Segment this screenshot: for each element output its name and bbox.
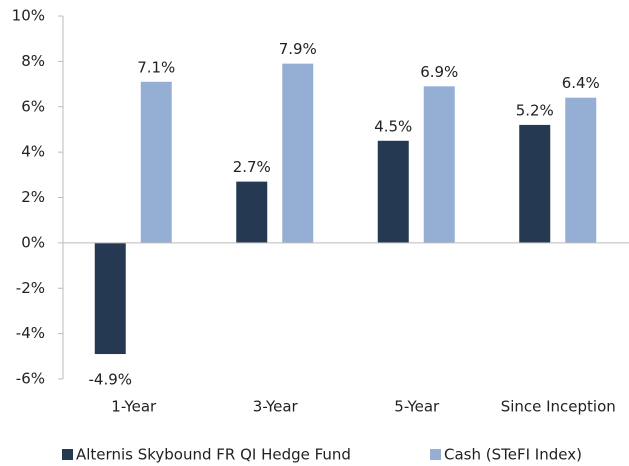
value-label: 4.5% bbox=[374, 117, 412, 135]
value-label: 6.9% bbox=[420, 63, 458, 81]
value-label: 5.2% bbox=[516, 101, 554, 119]
y-tick-label: 10% bbox=[12, 7, 45, 25]
legend-label: Cash (STeFI Index) bbox=[444, 446, 582, 464]
x-tick-label: 1-Year bbox=[111, 398, 157, 416]
bar bbox=[94, 242, 126, 355]
y-tick-label: 0% bbox=[21, 233, 45, 251]
bar bbox=[236, 181, 268, 243]
y-tick-label: 8% bbox=[21, 52, 45, 70]
legend-swatch bbox=[62, 449, 73, 460]
value-label: 7.1% bbox=[137, 58, 175, 76]
bar bbox=[377, 140, 409, 243]
bar bbox=[282, 63, 314, 243]
y-tick-label: 6% bbox=[21, 97, 45, 115]
y-tick-label: -6% bbox=[16, 370, 45, 388]
value-label: 2.7% bbox=[233, 158, 271, 176]
y-tick-label: 2% bbox=[21, 188, 45, 206]
y-tick-label: -2% bbox=[16, 279, 45, 297]
value-label: 6.4% bbox=[562, 74, 600, 92]
bar bbox=[519, 124, 551, 243]
y-tick-label: -4% bbox=[16, 324, 45, 342]
bar bbox=[423, 86, 455, 243]
y-tick-label: 4% bbox=[21, 143, 45, 161]
bar bbox=[140, 81, 172, 243]
x-tick-label: 3-Year bbox=[253, 398, 299, 416]
x-tick-label: Since Inception bbox=[501, 398, 616, 416]
x-tick-label: 5-Year bbox=[394, 398, 440, 416]
legend-label: Alternis Skybound FR QI Hedge Fund bbox=[76, 446, 351, 464]
value-label: 7.9% bbox=[279, 40, 317, 58]
bar bbox=[565, 97, 597, 243]
legend-swatch bbox=[430, 449, 441, 460]
value-label: -4.9% bbox=[88, 371, 132, 389]
